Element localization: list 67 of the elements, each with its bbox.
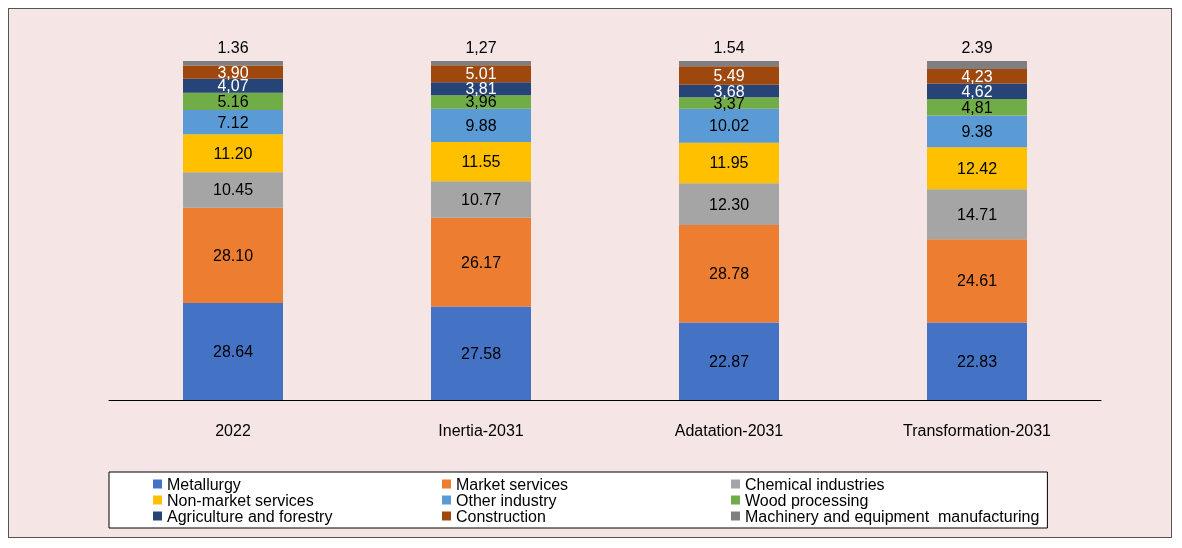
data-label: 28.78: [708, 265, 750, 283]
data-label: 10.02: [708, 117, 750, 135]
bar: [679, 322, 779, 400]
bar: [927, 61, 1027, 70]
data-label: 24.61: [956, 272, 998, 290]
data-label: 9.38: [961, 122, 993, 140]
data-label: 14.71: [956, 205, 998, 223]
data-label: 12.30: [708, 195, 750, 213]
bar: [431, 61, 531, 66]
bar: [183, 110, 283, 135]
bar: [679, 224, 779, 323]
data-label: 28.64: [212, 342, 254, 360]
bar: [679, 61, 779, 67]
legend-label: Wood processing: [745, 491, 869, 509]
legend-label: Market services: [456, 475, 569, 493]
x-tick-label: Inertia-2031: [438, 421, 524, 439]
data-label: 12.42: [956, 159, 998, 177]
data-label: 1.54: [713, 38, 745, 56]
legend-label: Non-market services: [167, 491, 314, 509]
legend-label: Metallurgy: [167, 475, 241, 493]
data-label: 5.49: [713, 67, 745, 85]
bar: [927, 147, 1027, 190]
bar: [679, 183, 779, 225]
bar: [927, 189, 1027, 240]
bar: [927, 239, 1027, 323]
data-label: 28.10: [212, 246, 254, 264]
bar: [183, 172, 283, 208]
data-label: 1.36: [217, 38, 249, 56]
bar: [927, 322, 1027, 400]
bar: [183, 61, 283, 66]
data-label: 3,90: [217, 63, 249, 81]
data-label: 11.20: [213, 144, 253, 162]
bar: [431, 306, 531, 400]
x-tick-label: Adatation-2031: [674, 421, 784, 439]
data-label: 7.12: [217, 113, 249, 131]
bar: [679, 142, 779, 184]
bar: [183, 134, 283, 173]
data-label: 10.77: [460, 191, 502, 209]
data-label: 11.95: [709, 154, 749, 172]
data-label: 4,23: [961, 67, 993, 85]
bar: [431, 181, 531, 218]
data-label: 4,81: [961, 98, 993, 116]
data-label: 26.17: [460, 253, 502, 271]
data-label: 5.16: [217, 92, 249, 110]
data-label: 2.39: [961, 38, 993, 56]
bar: [431, 217, 531, 307]
bar: [927, 115, 1027, 148]
bar: [679, 66, 779, 85]
legend-label: Construction: [456, 507, 546, 525]
data-label: 5.01: [465, 65, 497, 83]
bar: [183, 302, 283, 400]
legend-label: Agriculture and forestry: [167, 507, 333, 525]
bar: [431, 142, 531, 182]
data-label: 22.87: [708, 352, 750, 370]
legend-label: Machinery and equipment manufacturing: [745, 507, 1040, 525]
data-label: 1,27: [465, 38, 497, 56]
bar: [183, 207, 283, 303]
data-label: 27.58: [460, 344, 502, 362]
data-label: 11.55: [461, 153, 501, 171]
x-tick-label: 2022: [215, 421, 251, 439]
legend-label: Chemical industries: [745, 475, 885, 493]
data-label: 22.83: [956, 352, 998, 370]
data-label: 9.88: [465, 116, 497, 134]
legend-label: Other industry: [456, 491, 557, 509]
bar: [431, 108, 531, 143]
x-tick-label: Transformation-2031: [903, 421, 1052, 439]
data-label: 10.45: [212, 181, 254, 199]
